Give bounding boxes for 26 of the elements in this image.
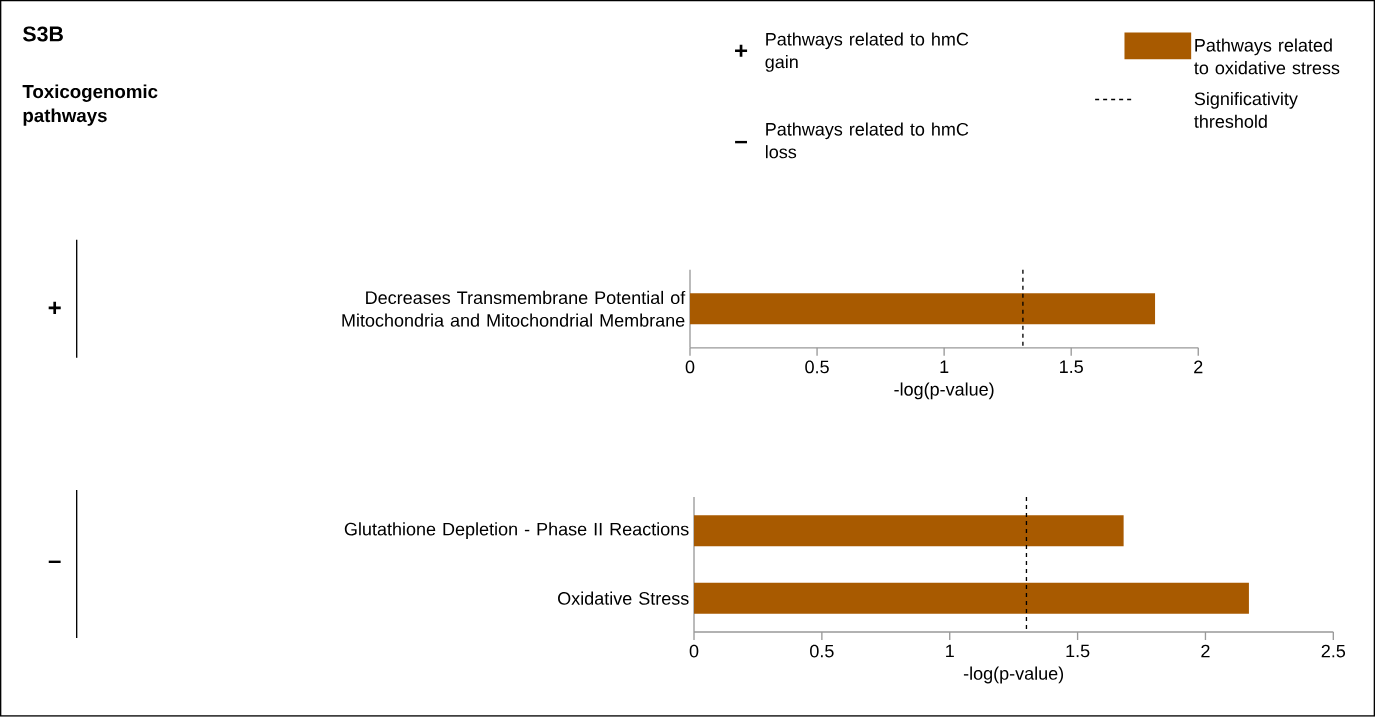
x-tick-label: 0.5	[810, 644, 834, 658]
y-tick-label: Decreases Transmembrane Potential of Mitochondria and Mitochondrial Membrane	[342, 291, 686, 327]
text: Pathways related to hmC gain	[765, 32, 969, 73]
x-axis-title: -log(p-value)	[963, 666, 1064, 684]
x-tick-label: 2	[1194, 360, 1203, 374]
y-tick-label: Oxidative Stress	[558, 591, 689, 605]
x-tick-label: 1	[940, 360, 949, 374]
ref-line-label: Significativity threshold	[1194, 92, 1298, 129]
x-tick-label: 0	[685, 360, 695, 374]
x-axis-title: -log(p-value)	[894, 382, 994, 400]
text: Pathways related to hmC loss	[765, 122, 969, 159]
x-tick-label: 0.5	[805, 360, 829, 374]
text: S3B	[23, 26, 63, 42]
text: Toxicogenomic pathways	[22, 84, 158, 126]
x-tick-label: 0	[689, 644, 699, 658]
text: –	[735, 141, 747, 144]
x-tick-label: 2.5	[1321, 644, 1346, 658]
text: +	[735, 44, 748, 57]
y-axis-title: +	[48, 301, 61, 315]
x-tick-label: 1	[946, 644, 954, 658]
y-axis-title: –	[48, 560, 61, 564]
legend-label: Pathways related to oxidative stress	[1194, 38, 1340, 75]
x-tick-label: 1.5	[1060, 360, 1083, 374]
x-tick-label: 1.5	[1066, 644, 1090, 658]
x-tick-label: 2	[1201, 644, 1210, 658]
y-tick-label: Glutathione Depletion - Phase II Reactions	[344, 522, 689, 540]
